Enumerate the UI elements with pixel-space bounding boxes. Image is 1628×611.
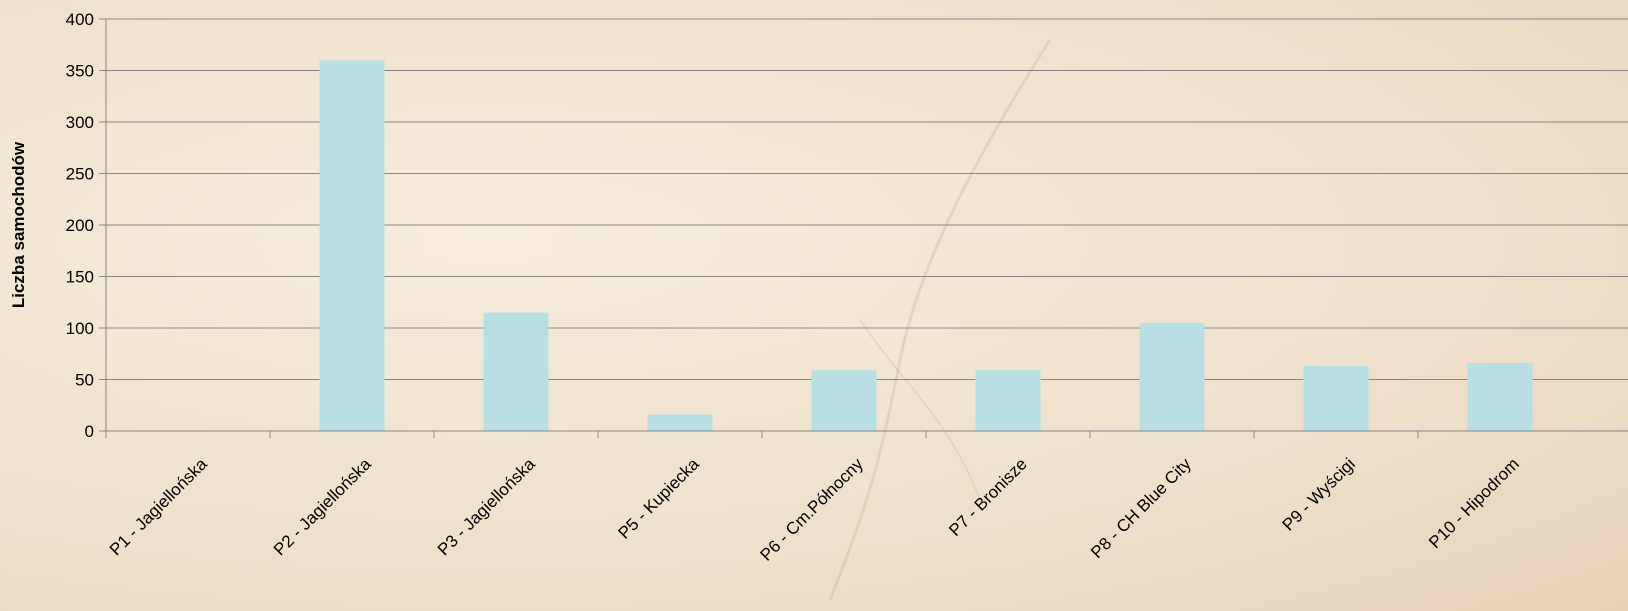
x-tick-label: P9 - Wyścigi: [1279, 454, 1359, 534]
bar: [1467, 363, 1533, 431]
x-tick-label: P7 - Bronisze: [945, 454, 1031, 540]
bar: [319, 60, 385, 431]
y-tick-label: 150: [66, 268, 94, 287]
y-tick-label: 250: [66, 165, 94, 184]
bar: [811, 370, 877, 431]
x-tick-label: P10 - Hipodrom: [1425, 454, 1523, 552]
x-tick-labels: P1 - Jagiellońska P2 - Jagiellońska P3 - J…: [106, 454, 1523, 565]
x-tick-label: P2 - Jagiellońska: [270, 454, 375, 559]
y-tick-label: 50: [75, 371, 94, 390]
y-axis-label: Liczba samochodów: [9, 141, 28, 308]
bar: [483, 312, 549, 431]
y-tick-label: 400: [66, 10, 94, 29]
y-tick-label: 300: [66, 113, 94, 132]
bars: [319, 60, 1533, 431]
x-tick-label: P8 - CH Blue City: [1087, 454, 1195, 562]
x-tick-label: P3 - Jagiellońska: [434, 454, 539, 559]
bar: [1139, 322, 1205, 431]
y-tick-label: 350: [66, 62, 94, 81]
x-tick-label: P1 - Jagiellońska: [106, 454, 211, 559]
y-tick-label: 200: [66, 216, 94, 235]
y-tick-labels: 0 50 100 150 200 250 300 350 400: [66, 10, 94, 441]
y-tick-label: 0: [85, 422, 94, 441]
bar: [1303, 366, 1369, 431]
axes: [99, 18, 1628, 438]
bar: [647, 414, 713, 431]
x-tick-label: P5 - Kupiecka: [615, 454, 704, 543]
background-texture: [828, 39, 1052, 601]
y-tick-label: 100: [66, 319, 94, 338]
bar: [975, 370, 1041, 431]
